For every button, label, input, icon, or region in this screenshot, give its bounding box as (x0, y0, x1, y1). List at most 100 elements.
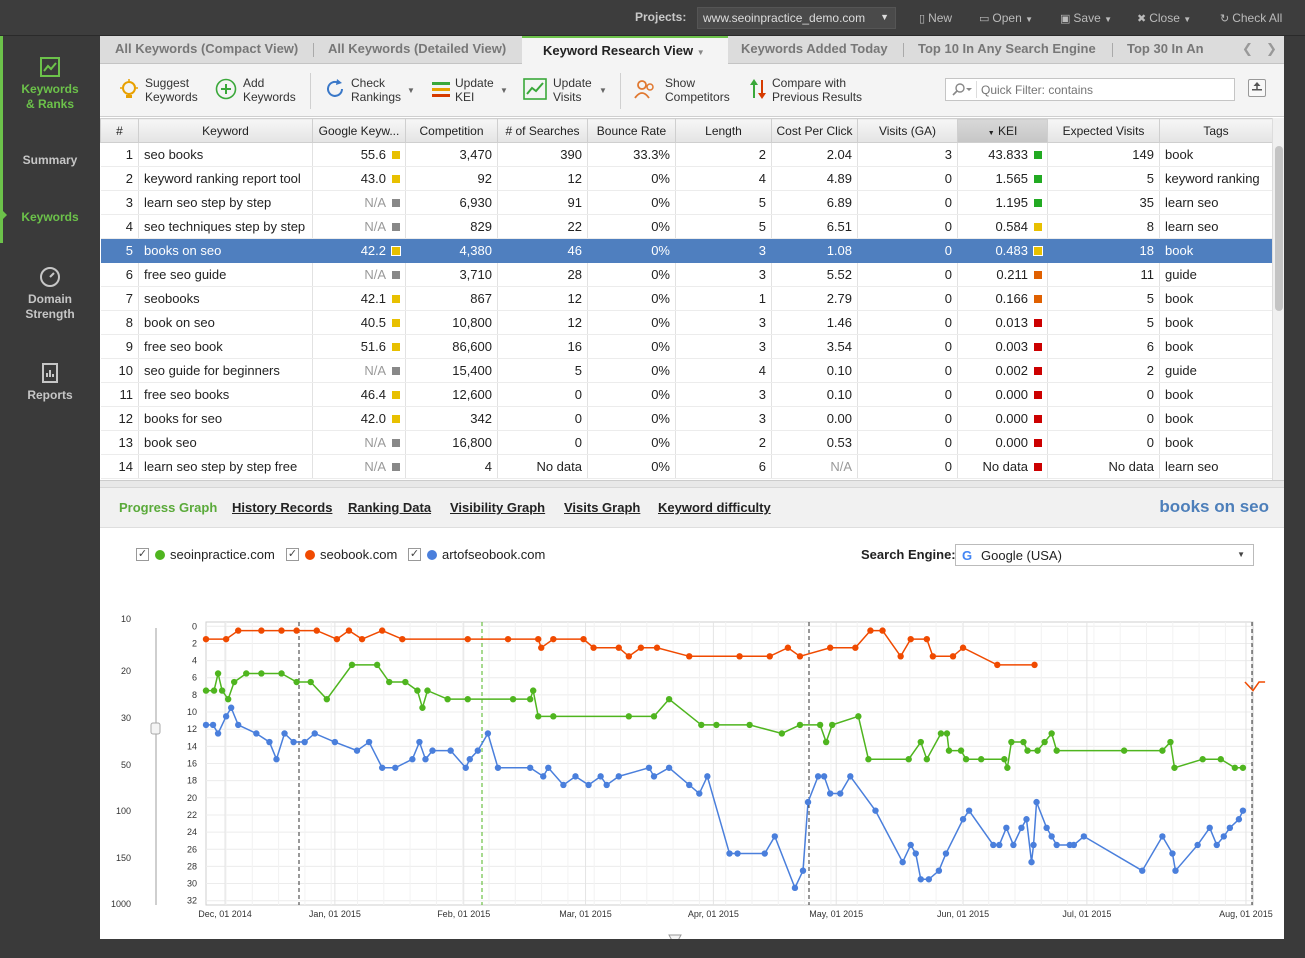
table-row[interactable]: 4 seo techniques step by step N/A 829 22 0% 5 6… (100, 214, 1273, 239)
data-point (345, 627, 353, 634)
scrollbar-thumb[interactable] (1275, 146, 1283, 311)
cell-value: learn seo (1165, 219, 1219, 234)
table-row[interactable]: 9 free seo book 51.6 86,600 16 0% 3 3.54 0 0.003 6… (100, 334, 1273, 359)
update-visits-button[interactable]: Update Visits ▼ (523, 76, 608, 106)
sidebar-item-domain-strength[interactable]: Domain Strength (0, 266, 100, 322)
table-row[interactable]: 8 book on seo 40.5 10,800 12 0% 3 1.46 0 0.013 5 bo… (100, 310, 1273, 335)
tab-history-records[interactable]: History Records (232, 500, 333, 515)
panel-splitter[interactable] (100, 480, 1284, 488)
column-header[interactable]: Bounce Rate (587, 118, 676, 143)
show-competitors-button[interactable]: Show Competitors (633, 76, 733, 106)
table-row[interactable]: 5 books on seo 42.2 4,380 46 0% 3 1.08 0 0.483 18 b… (100, 238, 1273, 263)
table-row[interactable]: 14 learn seo step by step free N/A 4 No data… (100, 454, 1273, 479)
data-point (826, 790, 834, 797)
table-scrollbar[interactable] (1272, 118, 1284, 480)
add-keywords-button[interactable]: Add Keywords (215, 76, 300, 106)
tab-scroll-right-icon[interactable]: ❯ (1266, 41, 1277, 56)
column-header[interactable]: Google Keyw... (312, 118, 406, 143)
table-row[interactable]: 7 seobooks 42.1 867 12 0% 1 2.79 0 0.166 5 book (100, 286, 1273, 311)
cell-value: No data (982, 459, 1028, 474)
column-header[interactable]: Keyword (138, 118, 313, 143)
cell-value: 0% (651, 243, 670, 258)
export-button[interactable] (1248, 79, 1266, 97)
column-header-kei[interactable]: ▼ KEI (957, 118, 1048, 143)
suggest-keywords-button[interactable]: Suggest Keywords (118, 76, 208, 106)
tab-top-30[interactable]: Top 30 In An (1127, 41, 1204, 56)
column-header[interactable]: Visits (GA) (857, 118, 958, 143)
sidebar-item-keywords[interactable]: Keywords (0, 210, 100, 225)
cell-value: 3 (125, 195, 133, 210)
table-row[interactable]: 6 free seo guide N/A 3,710 28 0% 3 5.52 0 0.211 11… (100, 262, 1273, 287)
table-cell: 6,930 (405, 190, 498, 215)
tab-compact-view[interactable]: All Keywords (Compact View) (115, 41, 299, 56)
open-button[interactable]: ▭ Open ▼ (979, 11, 1033, 25)
column-header[interactable]: Length (675, 118, 772, 143)
legend-checkbox-seobook[interactable]: ✓ (286, 548, 299, 561)
tab-ranking-data[interactable]: Ranking Data (348, 500, 432, 515)
table-cell: 18 (1047, 238, 1160, 263)
tab-keyword-difficulty[interactable]: Keyword difficulty (658, 500, 771, 515)
score-indicator (1033, 246, 1043, 256)
table-row[interactable]: 2 keyword ranking report tool 43.0 92 12 0% 4 4… (100, 166, 1273, 191)
data-point (227, 704, 235, 711)
toolbar-divider (620, 73, 621, 109)
active-indicator (0, 36, 3, 243)
data-point (293, 678, 300, 686)
column-header[interactable]: # of Searches (497, 118, 588, 143)
tab-top-10[interactable]: Top 10 In Any Search Engine (918, 41, 1096, 56)
compare-results-button[interactable]: Compare with Previous Results (748, 76, 868, 106)
column-header-label: KEI (997, 123, 1018, 138)
tab-visits-graph[interactable]: Visits Graph (564, 500, 641, 515)
tab-added-today[interactable]: Keywords Added Today (741, 41, 888, 56)
tab-progress-graph[interactable]: Progress Graph (119, 500, 218, 515)
sidebar-item-reports[interactable]: Reports (0, 362, 100, 403)
sidebar-item-summary[interactable]: Summary (0, 153, 100, 168)
table-cell: learn seo (1159, 454, 1273, 479)
data-point (218, 687, 226, 694)
table-row[interactable]: 3 learn seo step by step N/A 6,930 91 0% 5 6.89… (100, 190, 1273, 215)
column-header[interactable]: Expected Visits (1047, 118, 1160, 143)
score-indicator (1034, 415, 1042, 423)
cell-value: 16 (567, 339, 582, 354)
table-cell: 46 (497, 238, 588, 263)
quick-filter[interactable] (945, 78, 1235, 101)
table-cell: 5 (675, 190, 772, 215)
table-cell: free seo guide (138, 262, 313, 287)
search-engine-select[interactable]: G Google (USA) ▼ (955, 544, 1254, 566)
cell-value: 0 (574, 411, 582, 426)
legend-item-artofseobook: artofseobook.com (427, 547, 545, 562)
update-kei-button[interactable]: Update KEI ▼ (430, 76, 510, 106)
column-header[interactable]: Competition (405, 118, 498, 143)
cell-value: seo books (144, 147, 204, 162)
project-select[interactable]: www.seoinpractice_demo.com ▼ (697, 7, 896, 29)
tab-detailed-view[interactable]: All Keywords (Detailed View) (328, 41, 507, 56)
table-row[interactable]: 12 books for seo 42.0 342 0 0% 3 0.00 0 0.000 0 boo… (100, 406, 1273, 431)
column-header[interactable]: # (100, 118, 139, 143)
cell-value: keyword ranking report tool (144, 171, 301, 186)
tab-visibility-graph[interactable]: Visibility Graph (450, 500, 546, 515)
legend-checkbox-artofseobook[interactable]: ✓ (408, 548, 421, 561)
check-rankings-button[interactable]: Check Rankings ▼ (324, 76, 419, 106)
legend-label: artofseobook.com (442, 547, 546, 562)
sidebar-item-keywords-ranks[interactable]: Keywords & Ranks (0, 56, 100, 112)
table-row[interactable]: 13 book seo N/A 16,800 0 0% 2 0.53 0 0.000 0 book (100, 430, 1273, 455)
chevron-down-icon: ▼ (500, 86, 508, 95)
data-point (392, 764, 399, 771)
check-all-button[interactable]: ↻ Check All (1220, 11, 1282, 25)
close-button[interactable]: ✖ Close ▼ (1137, 11, 1191, 25)
table-row[interactable]: 1 seo books 55.6 3,470 390 33.3% 2 2.04 3 43.833 1… (100, 142, 1273, 167)
tab-scroll-left-icon[interactable]: ❮ (1242, 41, 1253, 56)
table-row[interactable]: 10 seo guide for beginners N/A 15,400 5 0% 4 0.… (100, 358, 1273, 383)
data-point (704, 773, 711, 780)
table-cell: 6 (100, 262, 139, 287)
save-button[interactable]: ▣ Save ▼ (1060, 11, 1112, 25)
tab-keyword-research-view[interactable]: Keyword Research View ▼ (522, 36, 728, 65)
legend-checkbox-seoinpractice[interactable]: ✓ (136, 548, 149, 561)
quick-filter-input[interactable] (981, 81, 1226, 98)
column-header[interactable]: Cost Per Click (771, 118, 858, 143)
data-point (1023, 816, 1030, 823)
table-row[interactable]: 11 free seo books 46.4 12,600 0 0% 3 0.10 0 0.000… (100, 382, 1273, 407)
column-header[interactable]: Tags (1159, 118, 1273, 143)
new-button[interactable]: ▯ New (919, 11, 952, 25)
